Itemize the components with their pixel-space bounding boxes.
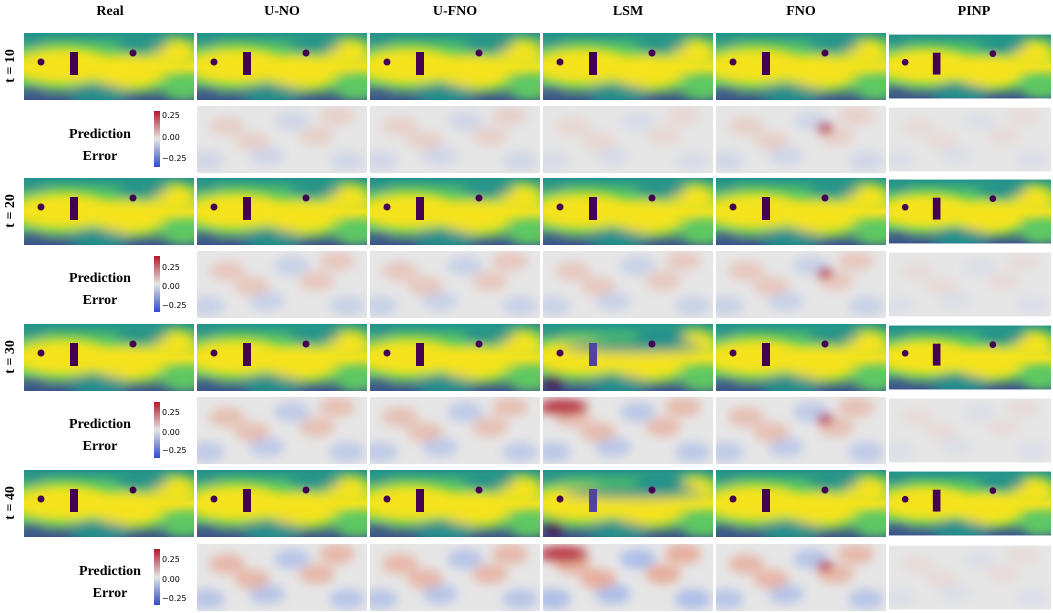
error-panel-u-no-t20 bbox=[197, 251, 367, 318]
field-panel-pinp-t20 bbox=[889, 179, 1051, 244]
field-panel-real-t40 bbox=[24, 470, 194, 537]
error-colorbar-t30 bbox=[154, 402, 160, 458]
field-panel-fno-t30 bbox=[716, 324, 886, 391]
colorbar-3-tick-top: 0.25 bbox=[162, 408, 180, 417]
row-label-t20-text: t = 20 bbox=[3, 194, 19, 228]
row-label-t30-text: t = 30 bbox=[3, 340, 19, 374]
colorbar-1-tick-bottom: −0.25 bbox=[162, 154, 187, 163]
row-label-t10-text: t = 10 bbox=[3, 49, 19, 83]
error-colorbar-t20 bbox=[154, 256, 160, 312]
error-panel-fno-t40 bbox=[716, 544, 886, 611]
error-panel-u-fno-t10 bbox=[370, 106, 540, 173]
error-panel-u-no-t10 bbox=[197, 106, 367, 173]
error-panel-u-fno-t40 bbox=[370, 544, 540, 611]
row-label-t10: t = 10 bbox=[0, 33, 22, 99]
row-label-t20: t = 20 bbox=[0, 178, 22, 244]
field-panel-fno-t10 bbox=[716, 33, 886, 100]
error-panel-u-no-t40 bbox=[197, 544, 367, 611]
error-panel-pinp-t20 bbox=[889, 252, 1051, 317]
field-panel-u-fno-t40 bbox=[370, 470, 540, 537]
error-panel-u-fno-t30 bbox=[370, 397, 540, 464]
error-panel-u-no-t30 bbox=[197, 397, 367, 464]
error-panel-pinp-t10 bbox=[889, 107, 1051, 172]
error-panel-fno-t30 bbox=[716, 397, 886, 464]
prediction-error-label-1-line1: Prediction bbox=[69, 127, 131, 142]
column-header-real: Real bbox=[96, 4, 124, 19]
field-panel-pinp-t40 bbox=[889, 471, 1051, 536]
field-panel-lsm-t10 bbox=[543, 33, 713, 100]
colorbar-1-tick-mid: 0.00 bbox=[162, 133, 180, 142]
field-panel-u-no-t40 bbox=[197, 470, 367, 537]
colorbar-1-tick-top: 0.25 bbox=[162, 111, 180, 120]
colorbar-3-tick-bottom: −0.25 bbox=[162, 446, 187, 455]
prediction-error-label-2-line2: Error bbox=[82, 293, 118, 308]
field-panel-u-no-t20 bbox=[197, 178, 367, 245]
error-panel-fno-t10 bbox=[716, 106, 886, 173]
row-label-t40: t = 40 bbox=[0, 470, 22, 536]
error-colorbar-t10 bbox=[154, 111, 160, 167]
field-panel-lsm-t30 bbox=[543, 324, 713, 391]
field-panel-real-t10 bbox=[24, 33, 194, 100]
field-panel-u-no-t10 bbox=[197, 33, 367, 100]
prediction-error-label-4-line2: Error bbox=[92, 586, 128, 601]
error-panel-pinp-t40 bbox=[889, 545, 1051, 610]
prediction-error-label-3: Prediction Error bbox=[50, 414, 150, 458]
prediction-error-label-2-line1: Prediction bbox=[69, 271, 131, 286]
colorbar-3-tick-mid: 0.00 bbox=[162, 428, 180, 437]
row-label-t40-text: t = 40 bbox=[3, 486, 19, 520]
colorbar-2-tick-mid: 0.00 bbox=[162, 282, 180, 291]
error-panel-pinp-t30 bbox=[889, 398, 1051, 463]
column-header-lsm: LSM bbox=[612, 4, 644, 19]
column-header-u-no: U-NO bbox=[264, 4, 300, 19]
error-panel-lsm-t40 bbox=[543, 544, 713, 611]
prediction-error-label-1: Prediction Error bbox=[50, 124, 150, 168]
prediction-error-label-3-line2: Error bbox=[82, 439, 118, 454]
field-panel-u-fno-t30 bbox=[370, 324, 540, 391]
field-panel-lsm-t40 bbox=[543, 470, 713, 537]
colorbar-2-tick-top: 0.25 bbox=[162, 263, 180, 272]
colorbar-4-tick-top: 0.25 bbox=[162, 555, 180, 564]
prediction-error-label-4-line1: Prediction bbox=[79, 564, 141, 579]
prediction-error-label-3-line1: Prediction bbox=[69, 417, 131, 432]
error-panel-lsm-t10 bbox=[543, 106, 713, 173]
error-colorbar-t40 bbox=[154, 549, 160, 605]
field-panel-real-t20 bbox=[24, 178, 194, 245]
field-panel-real-t30 bbox=[24, 324, 194, 391]
field-panel-fno-t20 bbox=[716, 178, 886, 245]
field-panel-u-fno-t20 bbox=[370, 178, 540, 245]
colorbar-4-tick-mid: 0.00 bbox=[162, 575, 180, 584]
field-panel-fno-t40 bbox=[716, 470, 886, 537]
prediction-error-label-4: Prediction Error bbox=[60, 561, 160, 605]
error-panel-lsm-t20 bbox=[543, 251, 713, 318]
error-panel-fno-t20 bbox=[716, 251, 886, 318]
field-panel-u-no-t30 bbox=[197, 324, 367, 391]
prediction-error-label-1-line2: Error bbox=[82, 149, 118, 164]
colorbar-4-tick-bottom: −0.25 bbox=[162, 594, 187, 603]
column-header-u-fno: U-FNO bbox=[432, 4, 478, 19]
prediction-error-label-2: Prediction Error bbox=[50, 268, 150, 312]
field-panel-pinp-t10 bbox=[889, 34, 1051, 99]
row-label-t30: t = 30 bbox=[0, 324, 22, 390]
field-panel-pinp-t30 bbox=[889, 325, 1051, 390]
column-header-fno: FNO bbox=[786, 4, 816, 19]
column-header-pinp: PINP bbox=[957, 4, 991, 19]
colorbar-2-tick-bottom: −0.25 bbox=[162, 301, 187, 310]
field-panel-u-fno-t10 bbox=[370, 33, 540, 100]
error-panel-u-fno-t20 bbox=[370, 251, 540, 318]
field-panel-lsm-t20 bbox=[543, 178, 713, 245]
error-panel-lsm-t30 bbox=[543, 397, 713, 464]
